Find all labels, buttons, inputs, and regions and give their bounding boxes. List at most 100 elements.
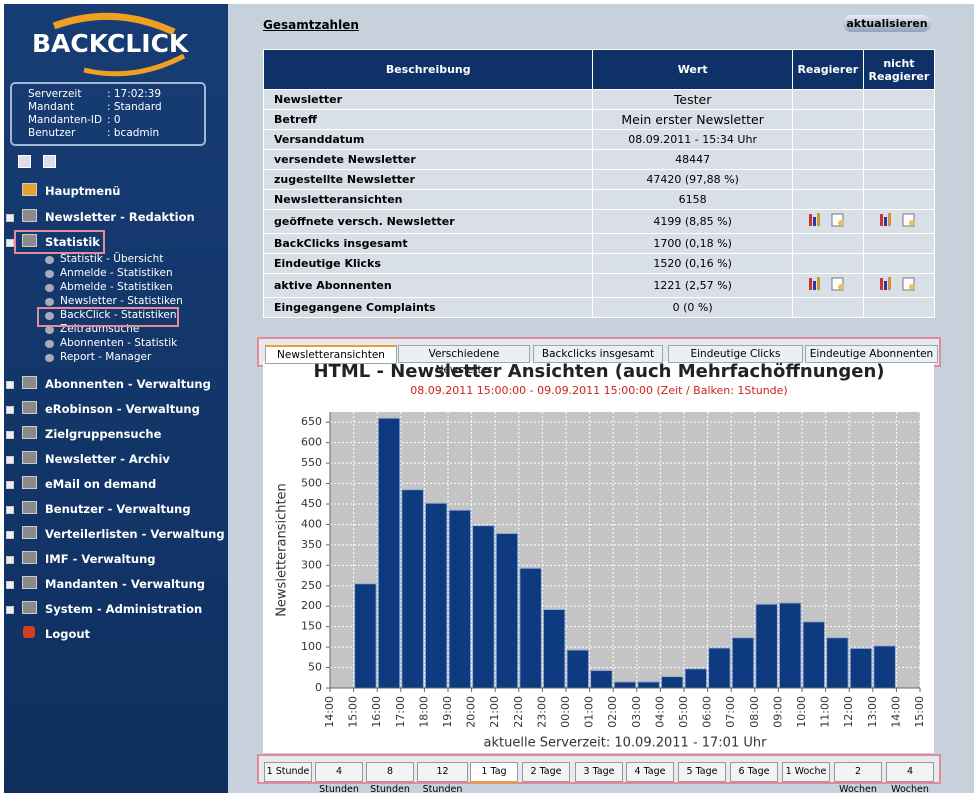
tab[interactable]: Eindeutige Clicks (668, 345, 803, 363)
description-cell: Betreff (264, 110, 593, 129)
expander[interactable] (6, 506, 14, 514)
range-button[interactable]: 6 Tage (730, 762, 778, 782)
action-cell (863, 110, 934, 129)
x-tick-label: 07:00 (724, 696, 737, 728)
sub-icon (45, 256, 54, 264)
range-button[interactable]: 3 Tage (575, 762, 623, 782)
menu-item[interactable]: Logout (45, 627, 91, 641)
value-cell: 1221 (2,57 %) (593, 274, 792, 297)
tab[interactable]: Eindeutige Abonnenten (805, 345, 938, 363)
range-button[interactable]: 2 Wochen (834, 762, 882, 795)
expander[interactable] (6, 214, 14, 222)
expander[interactable] (6, 431, 14, 439)
action-icons[interactable] (806, 211, 850, 229)
expand-all[interactable] (18, 155, 31, 168)
submenu-item[interactable]: Statistik - Übersicht (60, 253, 164, 265)
range-button[interactable]: 5 Tage (678, 762, 726, 782)
submenu-item[interactable]: Newsletter - Statistiken (60, 295, 183, 307)
menu-icon (22, 234, 37, 247)
range-button[interactable]: 8 Stunden (366, 762, 414, 795)
expander[interactable] (6, 606, 14, 614)
range-button[interactable]: 2 Tage (522, 762, 570, 782)
action-cell (863, 298, 934, 317)
bar (731, 637, 755, 689)
expander[interactable] (6, 239, 14, 247)
info-label: Mandanten-ID (28, 114, 103, 126)
tab[interactable]: Backclicks insgesamt (533, 345, 663, 363)
menu-item[interactable]: Abonnenten - Verwaltung (45, 377, 211, 391)
tab[interactable]: Newsletteransichten (265, 345, 397, 364)
action-icons[interactable] (806, 275, 850, 293)
menu-item[interactable]: Zielgruppensuche (45, 427, 162, 441)
expander[interactable] (6, 581, 14, 589)
y-tick-label: 100 (301, 640, 322, 653)
expander[interactable] (6, 531, 14, 539)
menu-item[interactable]: Mandanten - Verwaltung (45, 577, 206, 591)
bar (401, 489, 424, 689)
y-tick-label: 400 (301, 517, 322, 530)
submenu-item[interactable]: Abmelde - Statistiken (60, 281, 173, 293)
menu-item[interactable]: eMail on demand (45, 477, 157, 491)
collapse-all[interactable] (43, 155, 56, 168)
menu-item[interactable]: eRobinson - Verwaltung (45, 402, 200, 416)
menu-item[interactable]: System - Administration (45, 602, 203, 616)
expander[interactable] (6, 481, 14, 489)
menu-item[interactable]: Benutzer - Verwaltung (45, 502, 191, 516)
menu-icon (22, 451, 37, 464)
menu-icon (22, 209, 37, 222)
range-button[interactable]: 12 Stunden (417, 762, 468, 795)
tab[interactable]: Verschiedene Newsletter (398, 345, 530, 376)
value-cell: 6158 (593, 190, 792, 209)
bar (613, 681, 637, 689)
info-value: : Standard (107, 101, 162, 113)
action-cell (863, 170, 934, 189)
action-cell (792, 254, 863, 273)
sidebar: BACKCLICK Serverzeit: 17:02:39 Mandant: S… (4, 4, 228, 793)
action-cell (863, 150, 934, 169)
refresh-button[interactable]: aktualisieren (843, 15, 931, 32)
menu-item[interactable]: Newsletter - Archiv (45, 452, 170, 466)
description-cell: aktive Abonnenten (264, 274, 593, 297)
range-button[interactable]: 4 Stunden (315, 762, 363, 795)
bar (566, 649, 590, 689)
description-cell: versendete Newsletter (264, 150, 593, 169)
submenu-item[interactable]: Report - Manager (60, 351, 152, 363)
header-row: Beschreibung Wert Reagierer nicht Reagierer (264, 50, 934, 89)
sub-icon (45, 298, 54, 306)
range-button[interactable]: 1 Tag (470, 762, 518, 783)
menu-item[interactable]: Statistik (45, 235, 100, 249)
expander[interactable] (6, 381, 14, 389)
expander[interactable] (6, 456, 14, 464)
action-icons[interactable] (877, 211, 921, 229)
submenu-item[interactable]: Abonnenten - Statistik (60, 337, 178, 349)
submenu-item[interactable]: BackClick - Statistiken (60, 309, 177, 321)
menu-icon (22, 576, 37, 589)
y-tick-label: 500 (301, 477, 322, 490)
info-value: : bcadmin (107, 127, 160, 139)
range-button[interactable]: 1 Stunde (264, 762, 312, 782)
action-icons[interactable] (877, 275, 921, 293)
range-button[interactable]: 4 Wochen (886, 762, 934, 795)
expander[interactable] (6, 556, 14, 564)
chart: HTML - Newsletter Ansichten (auch Mehrfa… (275, 361, 927, 751)
y-tick-label: 200 (301, 599, 322, 612)
value-cell: Tester (593, 90, 792, 109)
action-cell (792, 90, 863, 109)
action-cell (792, 210, 863, 233)
menu-item[interactable]: Newsletter - Redaktion (45, 210, 195, 224)
y-tick-label: 250 (301, 579, 322, 592)
x-tick-label: 11:00 (819, 696, 832, 728)
x-tick-label: 18:00 (417, 696, 430, 728)
sub-icon (45, 326, 54, 334)
range-button[interactable]: 4 Tage (626, 762, 674, 782)
action-cell (792, 234, 863, 253)
x-tick-label: 00:00 (559, 696, 572, 728)
menu-item[interactable]: Hauptmenü (45, 184, 121, 198)
expander[interactable] (6, 406, 14, 414)
value-cell: 4199 (8,85 %) (593, 210, 792, 233)
menu-item[interactable]: Verteilerlisten - Verwaltung (45, 527, 225, 541)
menu-item[interactable]: IMF - Verwaltung (45, 552, 156, 566)
range-button[interactable]: 1 Woche (782, 762, 830, 782)
table-row: Eingegangene Complaints 0 (0 %) (264, 298, 934, 317)
submenu-item[interactable]: Anmelde - Statistiken (60, 267, 173, 279)
